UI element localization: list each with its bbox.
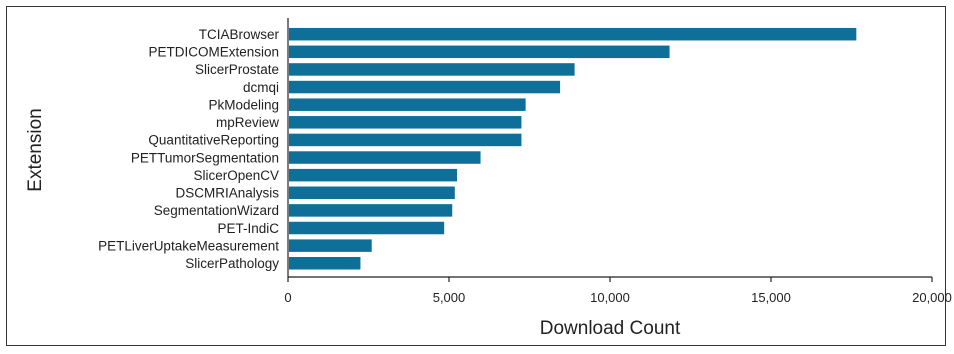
- bar-tciabrowser: [289, 27, 857, 41]
- category-label: PETDICOMExtension: [148, 45, 279, 60]
- bar-quantitativereporting: [289, 133, 522, 147]
- category-labels: TCIABrowser PETDICOMExtension SlicerProsta…: [98, 27, 279, 271]
- bar-dscmrianalysis: [289, 186, 455, 200]
- bar-dcmqi: [289, 80, 561, 94]
- category-label: dcmqi: [243, 80, 279, 95]
- category-label: SlicerPathology: [185, 256, 279, 271]
- x-tick-label: 0: [284, 290, 291, 305]
- chart-frame: [6, 6, 946, 346]
- bars-group: [289, 27, 857, 270]
- category-label: PETTumorSegmentation: [131, 150, 279, 165]
- bar-pkmodeling: [289, 98, 526, 111]
- x-ticks: 0 5,000 10,000 15,000 20,000: [284, 277, 952, 305]
- category-label: mpReview: [216, 115, 279, 130]
- bar-segmentationwizard: [289, 204, 453, 217]
- x-tick-label: 5,000: [433, 290, 466, 305]
- category-label: QuantitativeReporting: [148, 133, 279, 148]
- category-label: PET-IndiC: [217, 221, 279, 236]
- bar-petliveruptakemeasurement: [289, 239, 372, 252]
- y-axis-title: Extension: [25, 108, 46, 191]
- category-label: DSCMRIAnalysis: [175, 186, 279, 201]
- category-label: SlicerOpenCV: [193, 168, 279, 183]
- bar-slicerpathology: [289, 257, 361, 270]
- bar-sliceropencv: [289, 168, 458, 182]
- category-label: PkModeling: [208, 97, 279, 112]
- x-tick-label: 15,000: [751, 290, 791, 305]
- x-axis-title: Download Count: [540, 318, 681, 339]
- bar-pet-indic: [289, 221, 445, 235]
- category-label: SegmentationWizard: [154, 203, 279, 218]
- bar-pettumorsegmentation: [289, 151, 481, 164]
- x-tick-label: 10,000: [590, 290, 630, 305]
- category-label: PETLiverUptakeMeasurement: [98, 238, 279, 253]
- category-label: TCIABrowser: [199, 27, 280, 42]
- bar-petdicomextension: [289, 45, 670, 59]
- bar-mpreview: [289, 116, 522, 129]
- category-label: SlicerProstate: [195, 62, 279, 77]
- bar-slicerprostate: [289, 63, 575, 76]
- x-tick-label: 20,000: [912, 290, 952, 305]
